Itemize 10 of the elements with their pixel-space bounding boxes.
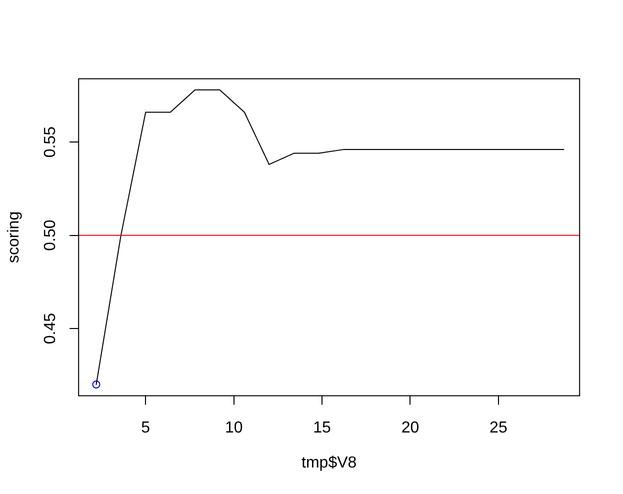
x-tick-label: 20 (401, 419, 420, 436)
x-tick-label: 10 (224, 419, 243, 436)
x-axis-title: tmp$V8 (302, 454, 357, 472)
x-tick-label: 5 (141, 419, 150, 436)
x-tick-label: 25 (490, 419, 508, 436)
y-tick-label: 0.50 (42, 220, 59, 251)
y-tick-label: 0.45 (42, 312, 59, 344)
y-axis-title: scoring (5, 211, 22, 263)
x-tick-label: 15 (313, 419, 332, 436)
y-tick-label: 0.55 (42, 126, 59, 158)
